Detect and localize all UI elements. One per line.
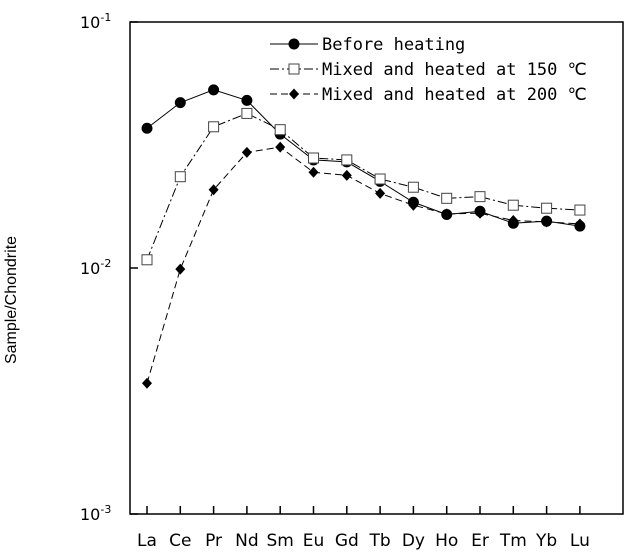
data-point xyxy=(541,216,552,228)
y-tick-label: 10-3 xyxy=(80,503,111,524)
data-point xyxy=(441,208,452,220)
x-tick-label: Tb xyxy=(369,531,391,551)
data-point xyxy=(574,204,586,216)
y-axis-title-wrap: Sample/Chondrite xyxy=(3,236,20,364)
data-point xyxy=(274,124,286,136)
series-3 xyxy=(142,141,585,389)
y-tick-label-exponent: -1 xyxy=(100,11,111,24)
data-point xyxy=(474,191,486,203)
series-line xyxy=(146,89,580,227)
data-point xyxy=(241,146,252,158)
data-point xyxy=(275,141,286,153)
x-tick-label: Eu xyxy=(303,531,325,551)
data-point xyxy=(208,84,220,96)
legend-label: Mixed and heated at 150 ℃ xyxy=(322,60,587,80)
x-axis: La Ce Pr Nd Sm Eu Gd Tb Dy Ho Er Tm Yb Lu xyxy=(137,506,590,551)
data-point xyxy=(241,94,253,106)
y-axis-title: Sample/Chondrite xyxy=(3,236,20,364)
x-tick-label: Er xyxy=(471,531,489,551)
data-point xyxy=(341,169,352,181)
y-tick-label: 10-2 xyxy=(80,257,111,278)
y-tick-label-exponent: -2 xyxy=(100,257,111,270)
legend-label: Before heating xyxy=(322,35,465,55)
legend-label: Mixed and heated at 200 ℃ xyxy=(322,85,587,105)
x-tick-label: Sm xyxy=(267,531,294,551)
data-point xyxy=(508,214,519,226)
data-point xyxy=(341,154,353,166)
data-point xyxy=(241,107,253,119)
series-layer xyxy=(141,84,586,389)
data-point xyxy=(141,254,153,266)
x-tick-label: Nd xyxy=(235,531,259,551)
data-point xyxy=(507,199,519,211)
data-point xyxy=(141,122,153,134)
data-point xyxy=(175,263,186,275)
y-tick-label-base: 10 xyxy=(80,505,100,524)
data-point xyxy=(374,173,386,185)
data-point xyxy=(541,202,553,214)
y-axis: 10-110-210-3 xyxy=(80,11,138,524)
data-point xyxy=(174,171,186,183)
y-tick-label-base: 10 xyxy=(80,259,100,278)
data-point xyxy=(574,218,585,230)
x-tick-label: Pr xyxy=(205,531,222,551)
data-point xyxy=(208,121,220,133)
series-2 xyxy=(141,107,586,266)
data-point xyxy=(142,377,152,389)
data-point xyxy=(208,184,219,196)
x-tick-label: Ho xyxy=(435,531,458,551)
data-point xyxy=(308,166,319,178)
x-tick-label: Lu xyxy=(570,531,590,551)
data-point xyxy=(408,199,419,211)
x-tick-label: Dy xyxy=(402,531,425,551)
data-point xyxy=(375,187,386,199)
legend-marker xyxy=(289,88,299,100)
x-tick-label: Gd xyxy=(335,531,359,551)
x-tick-label: Tm xyxy=(499,531,527,551)
y-tick-label-base: 10 xyxy=(80,13,100,32)
legend-marker xyxy=(288,38,300,50)
series-line xyxy=(146,146,580,384)
legend-marker xyxy=(288,63,300,75)
data-point xyxy=(441,192,453,204)
data-point xyxy=(475,207,485,219)
y-tick-label: 10-1 xyxy=(80,11,111,32)
legend: Before heating Mixed and heated at 150 ℃ M… xyxy=(270,35,587,105)
x-tick-label: Ce xyxy=(169,531,191,551)
data-point xyxy=(407,181,419,193)
x-tick-label: Yb xyxy=(535,531,557,551)
x-tick-label: La xyxy=(137,531,157,551)
y-tick-label-exponent: -3 xyxy=(100,503,111,516)
data-point xyxy=(174,97,186,109)
series-line xyxy=(146,112,580,260)
data-point xyxy=(308,152,319,164)
